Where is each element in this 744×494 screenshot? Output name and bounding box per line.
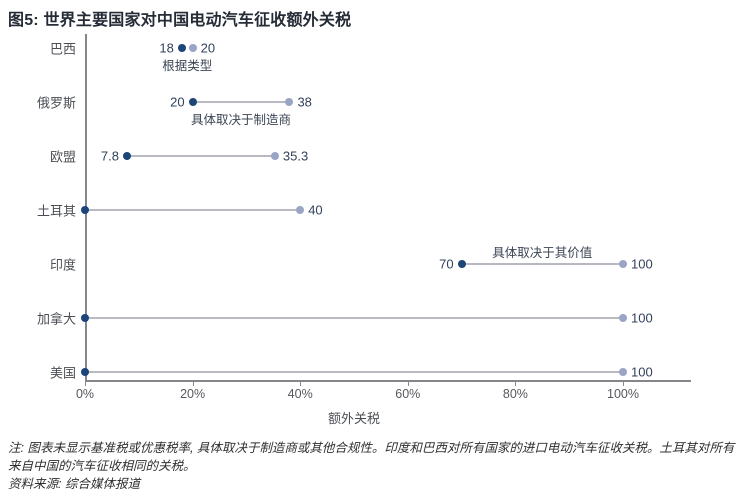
chart-title: 图5: 世界主要国家对中国电动汽车征收额外关税 (8, 12, 352, 29)
x-tick-mark (192, 381, 194, 386)
x-tick-mark (623, 381, 624, 386)
min-value-label: 20 (170, 94, 185, 110)
max-dot (188, 44, 197, 52)
category-label-巴西: 巴西 (49, 41, 76, 57)
max-dot (296, 206, 305, 214)
max-value-label: 100 (631, 364, 653, 380)
x-tick-mark (515, 381, 517, 386)
min-dot (188, 98, 197, 106)
x-tick-mark (407, 381, 409, 386)
max-value-label: 40 (308, 202, 323, 218)
x-tick-label: 0% (75, 387, 95, 401)
category-label-俄罗斯: 俄罗斯 (36, 95, 76, 111)
category-label-欧盟: 欧盟 (49, 149, 76, 165)
max-dot (619, 314, 627, 322)
x-tick-label: 20% (180, 387, 206, 401)
max-value-label: 100 (631, 256, 653, 272)
x-tick-label: 40% (287, 387, 313, 401)
range-connector (192, 101, 290, 103)
note-text: 注: 图表未显示基准税或优惠税率, 具体取决于制造商或其他合规性。印度和巴西对所… (8, 441, 735, 473)
max-value-label: 38 (297, 94, 312, 110)
x-tick-label: 100% (607, 387, 639, 401)
dumbbell-chart: 巴西 18 20 根据类型俄罗斯 20 38 具体取决于制造商欧盟 7.8 35.3 土耳其 40 印… (36, 34, 691, 426)
range-connector (126, 155, 275, 157)
max-dot (285, 98, 294, 106)
min-dot (81, 368, 89, 376)
range-annotation: 根据类型 (162, 59, 213, 73)
category-label-土耳其: 土耳其 (36, 203, 76, 219)
x-tick-label: 60% (395, 387, 421, 401)
range-connector (85, 371, 623, 373)
min-dot (457, 260, 466, 268)
range-connector (461, 263, 623, 265)
x-tick-mark (85, 381, 86, 386)
min-value-label: 70 (439, 256, 454, 272)
min-value-label: 18 (159, 40, 174, 56)
min-dot (81, 206, 89, 214)
range-connector (85, 209, 301, 211)
max-value-label: 20 (200, 40, 216, 56)
min-value-label: 7.8 (100, 148, 119, 164)
category-label-加拿大: 加拿大 (36, 311, 76, 327)
min-dot (81, 314, 89, 322)
category-label-印度: 印度 (49, 257, 76, 273)
range-connector (85, 317, 623, 319)
x-tick-label: 80% (502, 387, 528, 401)
x-axis-line (85, 380, 691, 382)
max-dot (619, 260, 627, 268)
footnotes: 注: 图表未显示基准税或优惠税率, 具体取决于制造商或其他合规性。印度和巴西对所… (8, 440, 738, 494)
range-annotation: 具体取决于制造商 (191, 113, 292, 127)
max-value-label: 100 (631, 310, 653, 326)
range-annotation: 具体取决于其价值 (492, 246, 593, 260)
max-dot (270, 152, 279, 160)
max-value-label: 35.3 (282, 148, 309, 164)
min-dot (122, 152, 131, 160)
source-text: 资料来源: 综合媒体报道 (8, 477, 140, 491)
category-label-美国: 美国 (49, 365, 76, 381)
max-dot (619, 368, 627, 376)
min-dot (177, 44, 186, 52)
x-axis-title: 额外关税 (327, 411, 380, 426)
x-tick-mark (300, 381, 302, 386)
